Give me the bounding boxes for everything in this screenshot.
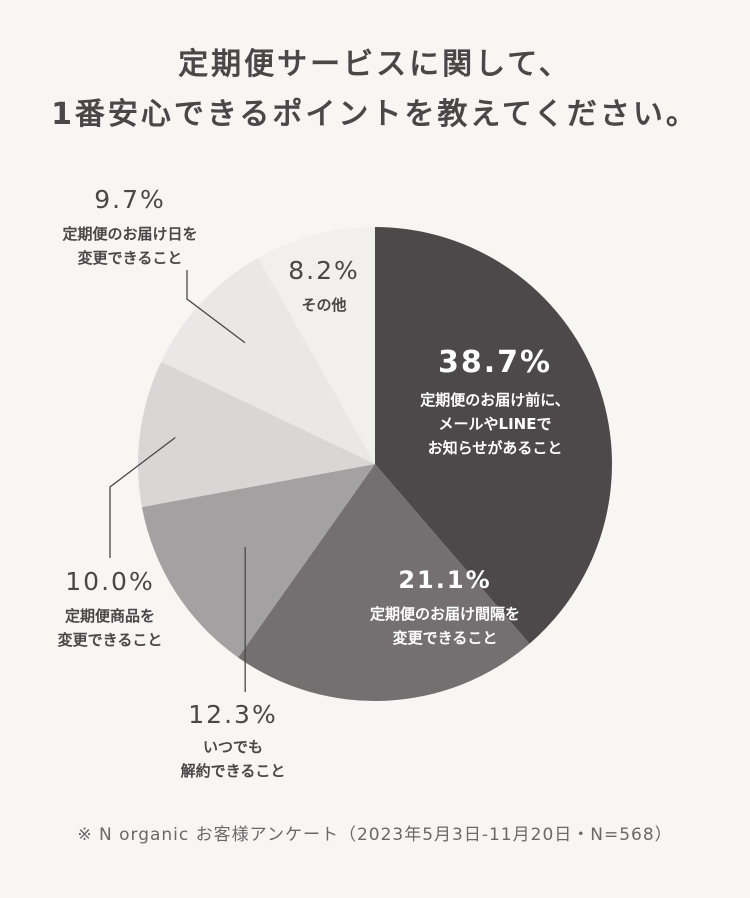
slice-desc-1-line1: 定期便のお届け間隔を bbox=[369, 605, 520, 623]
slice-value-4: 9.7% bbox=[94, 185, 166, 214]
slice-desc-3-line2: 変更できること bbox=[57, 631, 163, 649]
slice-label-5: 8.2% その他 bbox=[264, 256, 384, 317]
slice-desc-0-line2: メールやLINEで bbox=[438, 415, 552, 433]
slice-desc-0-line1: 定期便のお届け前に、 bbox=[420, 391, 570, 409]
survey-source-note: ※ N organic お客様アンケート（2023年5月3日-11月20日・N=… bbox=[77, 825, 673, 845]
slice-desc-2-line2: 解約できること bbox=[180, 762, 286, 780]
title-line-2: 1番安心できるポイントを教えてください。 bbox=[51, 97, 699, 132]
title-line-1: 定期便サービスに関して、 bbox=[178, 47, 572, 82]
slice-label-3: 10.0% 定期便商品を 変更できること bbox=[10, 567, 210, 652]
pie-slice-4 bbox=[161, 257, 375, 464]
slice-desc-3-line1: 定期便商品を bbox=[64, 607, 155, 625]
slice-label-2: 12.3% いつでも 解約できること bbox=[133, 700, 333, 783]
slice-value-2: 12.3% bbox=[188, 700, 278, 729]
slice-value-0: 38.7% bbox=[437, 345, 553, 380]
leader-line-4 bbox=[186, 270, 246, 344]
slice-desc-4-line2: 変更できること bbox=[77, 249, 183, 267]
slice-label-0: 38.7% 定期便のお届け前に、 メールやLINEで お知らせがあること bbox=[380, 345, 610, 460]
slice-value-5: 8.2% bbox=[288, 256, 360, 285]
slice-desc-5-line1: その他 bbox=[301, 296, 347, 314]
slice-desc-0-line3: お知らせがあること bbox=[427, 439, 563, 457]
pie-slice-1 bbox=[238, 464, 530, 701]
slice-desc-2-line1: いつでも bbox=[202, 738, 263, 756]
pie-slice-3 bbox=[137, 361, 375, 507]
pie-slice-0 bbox=[375, 227, 612, 644]
slice-desc-4-line1: 定期便のお届け日を bbox=[62, 225, 198, 243]
chart-title: 定期便サービスに関して、 1番安心できるポイントを教えてください。 bbox=[0, 40, 750, 140]
slice-value-3: 10.0% bbox=[65, 567, 155, 596]
pie-slice-5 bbox=[258, 227, 375, 464]
slice-label-1: 21.1% 定期便のお届け間隔を 変更できること bbox=[330, 566, 560, 650]
slice-label-4: 9.7% 定期便のお届け日を 変更できること bbox=[30, 185, 230, 270]
leader-line-3 bbox=[109, 436, 176, 558]
slice-desc-1-line2: 変更できること bbox=[392, 629, 498, 647]
pie-slice-2 bbox=[141, 464, 375, 658]
slice-value-1: 21.1% bbox=[398, 566, 492, 594]
